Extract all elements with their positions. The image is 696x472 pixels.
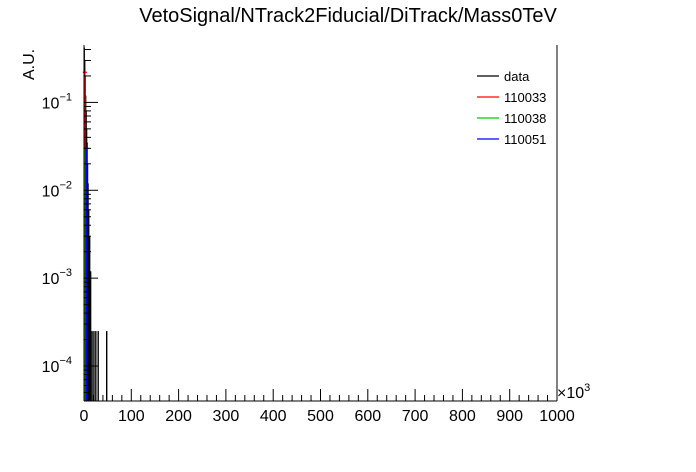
- x-tick-label: 500: [307, 408, 334, 425]
- legend-label: 110051: [504, 132, 546, 147]
- y-tick-label: 10−1: [42, 91, 72, 112]
- y-tick-exponent: −3: [59, 267, 72, 279]
- legend-label: 110038: [504, 111, 546, 126]
- axes: 0 100 200 300 400 500 600 700 800 900 100010−410−3…: [42, 45, 575, 425]
- x-multiplier-base: ×10: [557, 385, 584, 402]
- y-tick-exponent: −1: [59, 91, 72, 103]
- x-tick-label: 300: [213, 408, 240, 425]
- chart-title: VetoSignal/NTrack2Fiducial/DiTrack/Mass0…: [139, 5, 557, 27]
- x-tick-label: 0: [80, 408, 89, 425]
- x-multiplier-exponent: 3: [584, 382, 590, 394]
- y-axis-label: A.U.: [21, 49, 38, 80]
- legend-entry: 110033: [477, 90, 546, 105]
- legend: data 110033 110038 110051: [477, 69, 546, 147]
- x-tick-label: 100: [118, 408, 145, 425]
- x-tick-label: 700: [402, 408, 429, 425]
- x-tick-label: 1000: [539, 408, 575, 425]
- x-tick-label: 200: [165, 408, 192, 425]
- y-tick-exponent: −4: [59, 355, 72, 367]
- y-tick-label: 10−2: [42, 179, 72, 200]
- series-data: [83, 47, 108, 401]
- legend-entry: data: [477, 69, 530, 84]
- y-tick-label: 10−4: [42, 355, 72, 376]
- x-tick-label: 400: [260, 408, 287, 425]
- y-tick-exponent: −2: [59, 179, 72, 191]
- x-axis-multiplier: ×103: [557, 382, 590, 402]
- y-tick-base: 10: [42, 359, 60, 376]
- y-tick-base: 10: [42, 271, 60, 288]
- y-tick-base: 10: [42, 183, 60, 200]
- x-tick-label: 600: [354, 408, 381, 425]
- y-tick-label: 10−3: [42, 267, 72, 288]
- legend-entry: 110051: [477, 132, 546, 147]
- x-tick-label: 900: [496, 408, 523, 425]
- data-marks: [82, 47, 108, 401]
- x-tick-label: 800: [449, 408, 476, 425]
- legend-label: 110033: [504, 90, 546, 105]
- legend-label: data: [504, 69, 530, 84]
- y-tick-base: 10: [42, 95, 60, 112]
- legend-entry: 110038: [477, 111, 546, 126]
